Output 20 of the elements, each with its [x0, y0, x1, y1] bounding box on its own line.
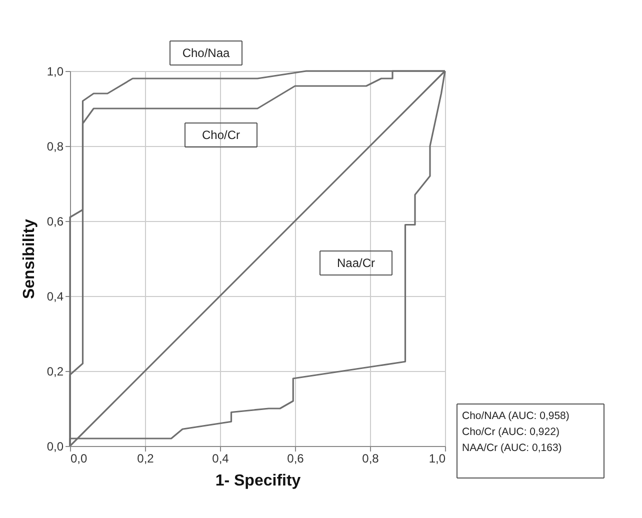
y-tick-label: 0,6: [46, 214, 64, 228]
series-label: Cho/Cr: [202, 128, 240, 142]
series-label: Cho/Naa: [182, 46, 230, 60]
x-axis-title: 1- Specifity: [215, 472, 301, 490]
x-tick-label: 0,4: [212, 452, 230, 466]
text: Naa/Cr: [336, 256, 376, 270]
text: NAA/Cr (AUC: 0,163): [462, 442, 562, 454]
text: Cho/NAA (AUC: 0,958): [462, 410, 570, 422]
x-tick-label: 0,8: [362, 452, 380, 466]
y-tick-label: 1,0: [46, 64, 64, 78]
y-tick-label: 0,0: [46, 440, 64, 454]
x-tick-label: 0,6: [287, 452, 304, 466]
y-tick-label: 0,2: [46, 364, 64, 378]
text: Cho/Cr (AUC: 0,922): [462, 426, 560, 438]
x-tick-label: 0,0: [70, 452, 88, 466]
x-tick-label: 0,2: [137, 452, 154, 466]
y-tick-label: 0,4: [46, 290, 64, 304]
x-tick-label: 1,0: [428, 452, 446, 466]
y-tick-label: 0,8: [46, 140, 64, 154]
y-axis-title: Sensibility: [20, 218, 38, 300]
